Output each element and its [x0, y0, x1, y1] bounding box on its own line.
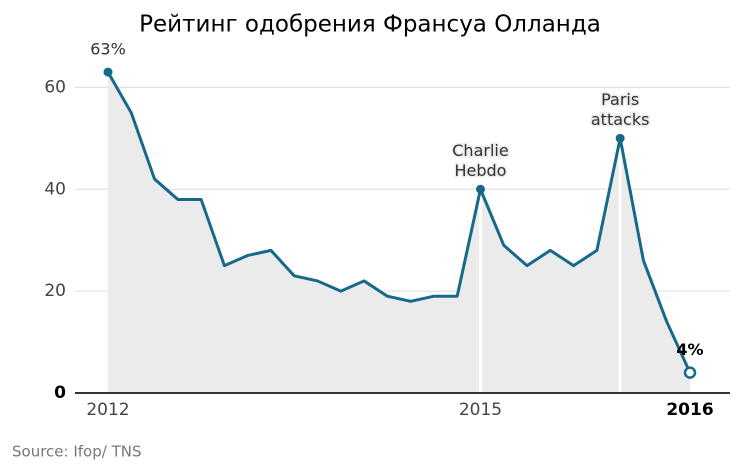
chart-title: Рейтинг одобрения Франсуа Олланда [139, 12, 601, 38]
annotation: Paris [601, 90, 639, 109]
x-tick-label: 2015 [459, 400, 502, 420]
annotation: attacks [591, 110, 650, 129]
area [108, 72, 690, 393]
y-tick-label: 60 [44, 77, 66, 97]
marker [615, 133, 625, 143]
marker [103, 67, 113, 77]
marker [475, 184, 485, 194]
annotation: Hebdo [454, 161, 506, 180]
value-label: 4% [676, 340, 703, 359]
line [106, 71, 692, 374]
y-tick-label: 20 [44, 281, 66, 301]
x-tick-label: 2012 [86, 400, 129, 420]
y-tick-label: 0 [54, 383, 66, 403]
y-tick-label: 40 [44, 179, 66, 199]
annotation: Charlie [452, 141, 508, 160]
source-note: Source: Ifop/ TNS [12, 443, 141, 461]
value-label: 63% [90, 40, 126, 59]
end-marker [683, 366, 697, 379]
x-tick-label: 2016 [666, 400, 713, 420]
